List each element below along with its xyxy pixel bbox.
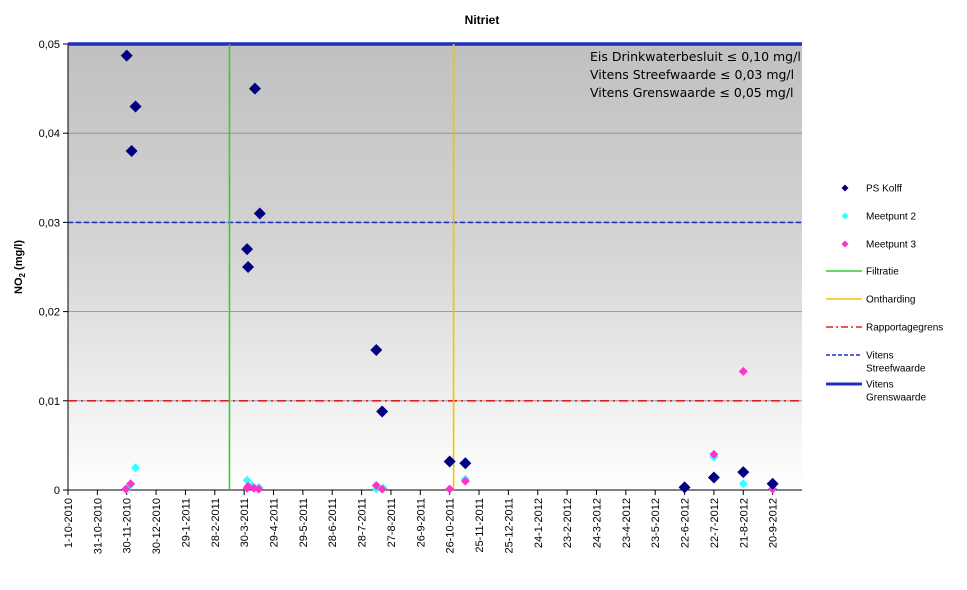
x-tick-label: 22-6-2012 [680,498,692,548]
legend-item-filtratie: Filtratie [826,267,899,278]
legend-marker [841,184,849,192]
legend-item-meetpunt-3: Meetpunt 3 [841,240,916,251]
legend-label: PS Kolff [866,184,902,195]
ps-kolff-point [376,405,389,418]
x-tick-label: 30-3-2011 [239,498,251,547]
x-tick-label: 31-10-2010 [92,498,104,554]
ps-kolff-point [678,481,691,494]
meetpunt-3-point [126,479,136,489]
legend: PS Kolff Meetpunt 2 Meetpunt 3 Filtratie Ont… [826,184,943,404]
x-tick-label: 21-8-2012 [738,498,750,548]
y-tick-label: 0,02 [39,307,60,319]
x-tick-label: 27-8-2011 [386,498,398,547]
y-tick-label: 0,03 [39,217,60,229]
x-tick-label: 23-4-2012 [621,498,633,548]
meetpunt-2-point [131,463,141,473]
ps-kolff-point [248,82,261,95]
ps-kolff-point [241,243,254,256]
annotation-line: Eis Drinkwaterbesluit ≤ 0,10 mg/l [590,49,801,64]
legend-label: Filtratie [866,267,899,278]
x-tick-label: 28-2-2011 [210,498,222,547]
x-tick-label: 25-11-2011 [474,498,486,553]
x-tick-label: 20-9-2012 [768,498,780,548]
y-axis-ticks: 0 0,01 0,02 0,03 0,04 0,05 [39,39,68,497]
x-tick-label: 1-10-2010 [63,498,75,548]
ps-kolff-point [125,145,138,158]
legend-marker [841,212,849,220]
legend-label: Meetpunt 3 [866,240,916,251]
x-tick-label: 24-1-2012 [533,498,545,548]
x-axis-ticks: 1-10-2010 31-10-2010 30-11-2010 30-12-2010 2… [63,490,780,554]
data-points [120,49,779,494]
ps-kolff-point [370,343,383,356]
ps-kolff-point [443,455,456,468]
x-tick-label: 24-3-2012 [591,498,603,548]
x-tick-label: 29-5-2011 [298,498,310,547]
ps-kolff-point [737,466,750,479]
legend-item-vitens-streefwaarde: Vitens Streefwaarde [826,351,926,375]
meetpunt-3-point [445,484,455,494]
annotation-box: Eis Drinkwaterbesluit ≤ 0,10 mg/l Vitens … [590,49,801,100]
y-tick-label: 0,01 [39,396,60,408]
meetpunt-2-point [738,479,748,489]
ps-kolff-point [242,261,255,273]
chart-title: Nitriet [465,13,500,27]
annotation-line: Vitens Grenswaarde ≤ 0,05 mg/l [590,85,794,100]
meetpunt-3-point [738,366,748,376]
legend-item-ontharding: Ontharding [826,295,915,306]
x-tick-label: 23-5-2012 [650,498,662,548]
legend-label: Ontharding [866,295,915,306]
legend-item-vitens-grenswaarde: Vitens Grenswaarde [826,380,926,404]
plot-area [68,44,802,490]
ps-kolff-point [459,457,472,470]
x-tick-label: 29-1-2011 [180,498,192,547]
x-tick-label: 28-7-2011 [357,498,369,547]
x-tick-label: 25-12-2011 [503,498,515,553]
x-tick-label: 22-7-2012 [709,498,721,548]
legend-item-meetpunt-2: Meetpunt 2 [841,212,916,223]
meetpunt-2-point [242,475,252,485]
x-tick-label: 30-12-2010 [151,498,163,554]
meetpunt-3-point [121,484,131,494]
legend-label: Vitens Streefwaarde [866,351,926,375]
meetpunt-3-point [460,476,470,486]
x-tick-label: 28-6-2011 [327,498,339,547]
x-tick-label: 26-10-2011 [445,498,457,553]
y-axis-label: NO2 (mg/l) [13,240,27,294]
legend-label: Vitens Grenswaarde [866,380,926,404]
ps-kolff-point [766,477,779,490]
legend-item-ps-kolff: PS Kolff [841,184,902,195]
x-tick-label: 26-9-2011 [415,498,427,547]
meetpunt-3-point [371,481,381,491]
ps-kolff-point [707,471,720,484]
legend-label: Rapportagegrens [866,323,943,334]
meetpunt-3-point [254,484,264,494]
x-tick-label: 29-4-2011 [269,498,281,547]
annotation-line: Vitens Streefwaarde ≤ 0,03 mg/l [590,67,794,82]
x-tick-label: 23-2-2012 [562,498,574,548]
legend-item-rapportagegrens: Rapportagegrens [826,323,943,334]
legend-marker [841,240,849,248]
ps-kolff-point [129,100,142,113]
meetpunt-3-point [709,449,719,459]
y-tick-label: 0 [54,485,60,497]
x-tick-label: 30-11-2010 [122,498,134,553]
reference-lines [68,42,802,490]
ps-kolff-point [120,49,133,62]
y-tick-label: 0,05 [39,39,60,51]
meetpunt-3-point [377,484,387,494]
y-tick-label: 0,04 [39,128,60,140]
ps-kolff-point [253,207,266,220]
legend-label: Meetpunt 2 [866,212,916,223]
